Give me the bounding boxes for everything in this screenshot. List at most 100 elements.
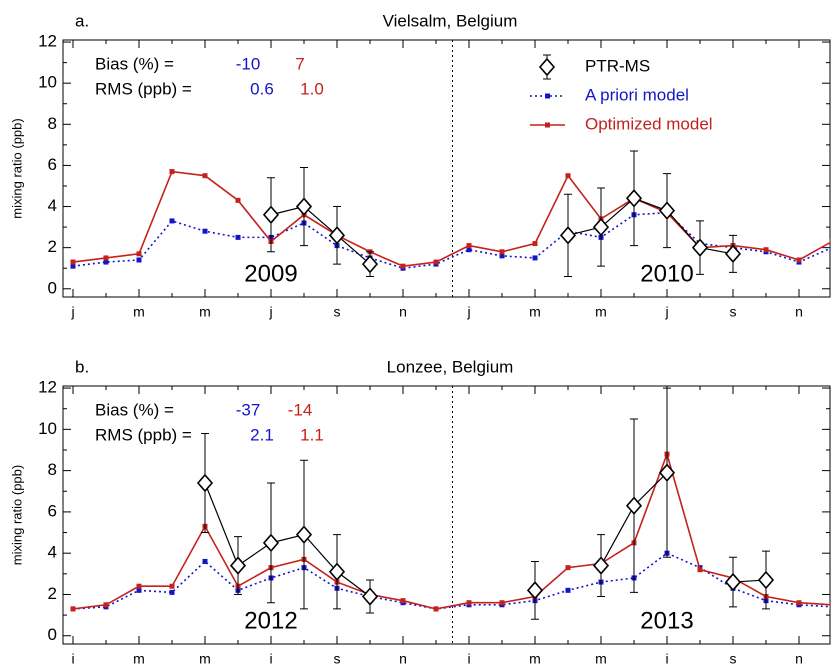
point-marker (466, 243, 472, 249)
diamond-marker (625, 496, 643, 515)
point-marker (400, 598, 406, 604)
point-marker (70, 259, 76, 265)
rms-value: 1.0 (300, 79, 324, 98)
diamond-marker (262, 533, 280, 553)
bias-value: -10 (236, 54, 261, 73)
y-tick-label: 2 (48, 584, 57, 603)
diamond-marker (592, 217, 610, 237)
y-tick-label: 4 (48, 196, 57, 215)
panel-label: a. (75, 11, 89, 30)
y-tick-label: 12 (38, 32, 57, 51)
point-marker (136, 251, 142, 257)
point-marker (70, 606, 76, 612)
bias-value: -14 (288, 400, 313, 419)
diamond-marker (658, 201, 676, 220)
y-axis-label: mixing ratio (ppb) (9, 465, 24, 565)
series-line (204, 472, 767, 598)
x-tick-label: n (399, 651, 407, 665)
point-marker (565, 587, 571, 593)
panel-title: Lonzee, Belgium (387, 357, 514, 376)
x-tick-label: s (334, 651, 341, 665)
x-tick-label: i (71, 651, 74, 665)
y-tick-label: 10 (38, 419, 57, 438)
y-tick-label: 10 (38, 73, 57, 92)
x-tick-label: j (664, 304, 668, 320)
y-tick-label: 0 (48, 278, 57, 297)
x-tick-label: m (199, 651, 211, 665)
x-tick-label: s (730, 651, 737, 665)
series-line (72, 552, 830, 610)
point-marker (169, 583, 175, 589)
x-tick-label: i (269, 651, 272, 665)
data-layer (70, 150, 830, 277)
x-tick-label: i (467, 651, 470, 665)
diamond-marker (295, 525, 313, 544)
point-marker (169, 589, 175, 595)
point-marker (169, 218, 175, 224)
plot-frame (62, 39, 831, 298)
point-marker (499, 253, 505, 259)
point-marker (70, 263, 76, 269)
x-tick-label: n (795, 304, 803, 320)
point-marker (202, 173, 208, 179)
rms-label: RMS (ppb) = (95, 79, 192, 98)
point-marker (235, 197, 241, 203)
point-marker (169, 169, 175, 175)
y-tick-label: 12 (38, 378, 57, 397)
point-marker (466, 600, 472, 606)
rms-value: 1.1 (300, 425, 324, 444)
x-tick-label: m (595, 651, 607, 665)
diamond-marker (295, 197, 313, 216)
diamond-marker (724, 244, 742, 264)
point-marker (499, 249, 505, 255)
x-tick-label: m (199, 304, 211, 320)
x-tick-label: j (466, 304, 470, 320)
y-tick-label: 8 (48, 114, 57, 133)
panel-label: b. (75, 357, 89, 376)
point-marker (136, 257, 142, 263)
y-tick-label: 6 (48, 501, 57, 520)
x-tick-label: m (529, 304, 541, 320)
point-marker (466, 247, 472, 253)
point-marker (433, 606, 439, 612)
point-marker (136, 583, 142, 589)
diamond-marker (196, 473, 214, 493)
plot-frame (62, 385, 831, 645)
point-marker (796, 600, 802, 606)
panel: a. Vielsalm, Belgium mixing ratio (ppb) 0 2 4… (9, 11, 831, 320)
y-axis-label: mixing ratio (ppb) (9, 118, 24, 218)
point-marker (202, 228, 208, 234)
point-marker (499, 600, 505, 606)
y-tick-label: 0 (48, 625, 57, 644)
x-tick-label: n (795, 651, 803, 665)
x-tick-label: m (133, 651, 145, 665)
point-marker (136, 587, 142, 593)
legend-label: A priori model (585, 85, 689, 104)
point-marker (103, 255, 109, 261)
panel-title: Vielsalm, Belgium (383, 11, 518, 30)
x-tick-label: j (70, 304, 74, 320)
y-tick-label: 2 (48, 237, 57, 256)
legend-symbol (545, 93, 550, 99)
data-layer (70, 387, 830, 620)
bias-label: Bias (%) = (95, 400, 174, 419)
x-tick-label: i (665, 651, 668, 665)
point-marker (103, 602, 109, 608)
point-marker (829, 238, 830, 244)
diamond-marker (361, 587, 379, 606)
point-marker (235, 234, 241, 240)
legend-symbol (538, 57, 556, 77)
point-marker (103, 259, 109, 265)
bias-label: Bias (%) = (95, 54, 174, 73)
diamond-marker (724, 572, 742, 592)
y-tick-label: 8 (48, 460, 57, 479)
diamond-marker (328, 562, 346, 581)
panel: b. Lonzee, Belgium mixing ratio (ppb) 0 2 4 6 8… (9, 357, 831, 665)
diamond-marker (526, 581, 544, 600)
diamond-marker (262, 205, 280, 224)
point-marker (202, 558, 208, 564)
point-marker (796, 257, 802, 263)
rms-value: 0.6 (250, 79, 274, 98)
x-tick-label: m (529, 651, 541, 665)
